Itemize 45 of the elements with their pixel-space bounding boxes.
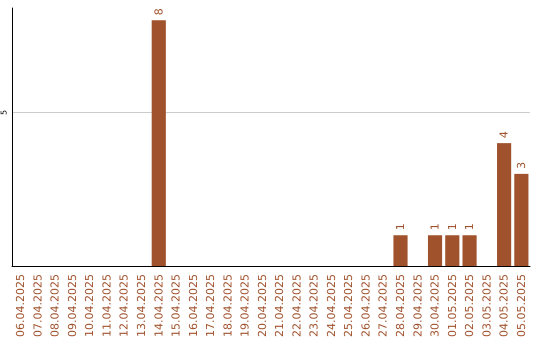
- x-tick-label: 11.04.2025: [100, 274, 114, 338]
- x-tick-label: 16.04.2025: [186, 274, 200, 338]
- data-label: 1: [394, 223, 407, 230]
- x-tick-label: 07.04.2025: [31, 274, 44, 338]
- x-tick-label: 24.04.2025: [324, 274, 338, 338]
- bar: [462, 235, 477, 266]
- x-tick-label: 14.04.2025: [152, 274, 166, 338]
- x-tick-label: 25.04.2025: [342, 274, 356, 338]
- x-tick-label: 21.04.2025: [273, 274, 286, 338]
- x-tick-label: 02.05.2025: [463, 274, 476, 338]
- bar: [393, 235, 408, 266]
- x-tick-label: 04.05.2025: [498, 274, 511, 338]
- bar: [152, 20, 166, 266]
- x-tick-label: 22.04.2025: [290, 274, 304, 338]
- x-tick-label: 28.04.2025: [394, 274, 407, 338]
- x-tick-label: 17.04.2025: [204, 274, 218, 338]
- x-tick-label: 19.04.2025: [238, 274, 252, 338]
- x-tick-label: 15.04.2025: [170, 274, 183, 338]
- data-label: 1: [446, 223, 459, 230]
- data-label: 1: [428, 223, 442, 230]
- x-tick-label: 03.05.2025: [480, 274, 494, 338]
- data-label: 4: [498, 131, 511, 138]
- x-tick-label: 08.04.2025: [48, 274, 62, 338]
- x-tick-label: 27.04.2025: [376, 274, 390, 338]
- x-tick-label: 30.04.2025: [428, 274, 442, 338]
- x-tick-label: 05.05.2025: [514, 274, 528, 338]
- bar: [514, 174, 528, 266]
- x-tick-label: 10.04.2025: [83, 274, 96, 338]
- bar: [497, 143, 512, 266]
- x-tick-label: 18.04.2025: [221, 274, 234, 338]
- x-tick-label: 06.04.2025: [14, 274, 28, 338]
- bar: [428, 235, 442, 266]
- data-label: 3: [514, 162, 528, 169]
- data-label: 1: [463, 223, 476, 230]
- x-tick-label: 23.04.2025: [308, 274, 321, 338]
- y-tick-label: 5: [0, 110, 8, 115]
- x-tick-label: 29.04.2025: [411, 274, 424, 338]
- x-tick-label: 12.04.2025: [118, 274, 131, 338]
- bar: [445, 235, 460, 266]
- x-tick-label: 01.05.2025: [446, 274, 459, 338]
- x-tick-label: 09.04.2025: [66, 274, 79, 338]
- x-tick-label: 13.04.2025: [135, 274, 148, 338]
- x-tick-label: 20.04.2025: [256, 274, 269, 338]
- x-tick-label: 26.04.2025: [359, 274, 372, 338]
- data-label: 8: [152, 8, 166, 16]
